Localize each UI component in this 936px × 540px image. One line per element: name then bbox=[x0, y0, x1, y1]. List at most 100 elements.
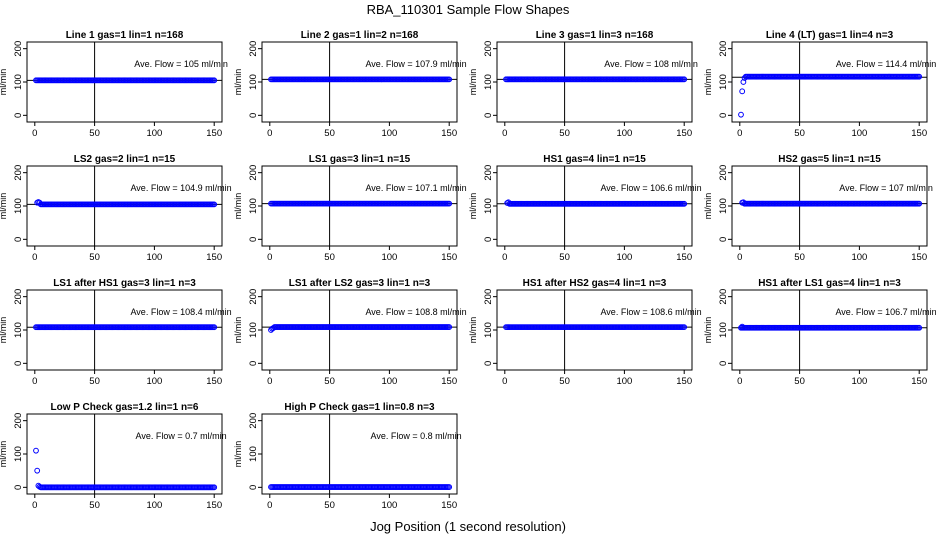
x-tick-label: 0 bbox=[32, 376, 37, 387]
y-tick-label: 200 bbox=[248, 289, 259, 305]
data-point bbox=[34, 467, 41, 474]
panel-title: HS1 after HS2 gas=4 lin=1 n=3 bbox=[523, 278, 667, 289]
data-point bbox=[681, 324, 688, 331]
x-tick-label: 50 bbox=[559, 376, 570, 387]
y-tick-label: 200 bbox=[718, 41, 729, 57]
panel-3: Line 3 gas=1 lin=3 n=168 Ave. Flow = 108 … bbox=[468, 30, 698, 139]
x-tick-label: 100 bbox=[381, 252, 397, 263]
x-tick-label: 50 bbox=[89, 376, 100, 387]
x-tick-label: 0 bbox=[267, 128, 272, 139]
y-tick-label: 0 bbox=[718, 361, 729, 366]
x-tick-label: 150 bbox=[441, 376, 457, 387]
y-tick-label: 200 bbox=[13, 413, 24, 429]
x-tick-label: 150 bbox=[911, 252, 927, 263]
average-flow-annotation: Ave. Flow = 105 ml/min bbox=[134, 59, 228, 69]
y-tick-label: 0 bbox=[13, 361, 24, 366]
data-point bbox=[211, 201, 218, 208]
y-tick-label: 200 bbox=[483, 165, 494, 181]
y-tick-label: 0 bbox=[483, 113, 494, 118]
x-tick-label: 50 bbox=[794, 128, 805, 139]
panel-title: High P Check gas=1 lin=0.8 n=3 bbox=[284, 402, 435, 413]
average-flow-annotation: Ave. Flow = 107.9 ml/min bbox=[365, 59, 466, 69]
y-tick-label: 100 bbox=[248, 198, 259, 214]
panel-7: HS1 gas=4 lin=1 n=15 Ave. Flow = 106.6 ml… bbox=[468, 154, 702, 263]
y-tick-label: 0 bbox=[13, 113, 24, 118]
x-tick-label: 0 bbox=[267, 376, 272, 387]
x-tick-label: 100 bbox=[851, 128, 867, 139]
x-tick-label: 100 bbox=[851, 252, 867, 263]
x-tick-label: 0 bbox=[502, 252, 507, 263]
panel-title: LS1 gas=3 lin=1 n=15 bbox=[309, 154, 411, 165]
average-flow-annotation: Ave. Flow = 106.7 ml/min bbox=[835, 307, 936, 317]
x-tick-label: 150 bbox=[206, 128, 222, 139]
x-tick-label: 150 bbox=[206, 500, 222, 511]
y-tick-label: 0 bbox=[483, 237, 494, 242]
panel-title: Line 3 gas=1 lin=3 n=168 bbox=[536, 30, 654, 41]
y-axis-label: ml/min bbox=[468, 317, 478, 344]
x-tick-label: 150 bbox=[206, 376, 222, 387]
panel-10: LS1 after LS2 gas=3 lin=1 n=3 Ave. Flow =… bbox=[233, 278, 467, 387]
y-tick-label: 0 bbox=[483, 361, 494, 366]
x-tick-label: 150 bbox=[441, 252, 457, 263]
x-tick-label: 150 bbox=[676, 128, 692, 139]
y-tick-label: 0 bbox=[13, 237, 24, 242]
y-axis-label: ml/min bbox=[703, 193, 713, 220]
y-tick-label: 200 bbox=[248, 41, 259, 57]
y-tick-label: 100 bbox=[13, 74, 24, 90]
panel-title: LS1 after HS1 gas=3 lin=1 n=3 bbox=[53, 278, 196, 289]
average-flow-annotation: Ave. Flow = 0.7 ml/min bbox=[135, 431, 226, 441]
x-tick-label: 0 bbox=[32, 252, 37, 263]
y-axis-label: ml/min bbox=[0, 69, 8, 96]
plot-frame bbox=[731, 41, 928, 123]
average-flow-annotation: Ave. Flow = 108.8 ml/min bbox=[365, 307, 466, 317]
y-tick-label: 0 bbox=[248, 113, 259, 118]
x-tick-label: 50 bbox=[794, 252, 805, 263]
x-tick-label: 0 bbox=[267, 252, 272, 263]
x-tick-label: 150 bbox=[911, 128, 927, 139]
panels-grid: Line 1 gas=1 lin=1 n=168 Ave. Flow = 105 … bbox=[0, 30, 936, 511]
panel-12: HS1 after LS1 gas=4 lin=1 n=3 Ave. Flow =… bbox=[703, 278, 936, 387]
y-tick-label: 200 bbox=[248, 165, 259, 181]
panel-title: HS1 gas=4 lin=1 n=15 bbox=[543, 154, 646, 165]
y-tick-label: 200 bbox=[483, 289, 494, 305]
x-tick-label: 100 bbox=[851, 376, 867, 387]
panel-6: LS1 gas=3 lin=1 n=15 Ave. Flow = 107.1 ml… bbox=[233, 154, 467, 263]
y-tick-label: 0 bbox=[248, 485, 259, 490]
data-point bbox=[446, 200, 453, 207]
panel-11: HS1 after HS2 gas=4 lin=1 n=3 Ave. Flow =… bbox=[468, 278, 702, 387]
data-point bbox=[446, 76, 453, 83]
x-tick-label: 50 bbox=[89, 500, 100, 511]
plot-frame bbox=[261, 289, 458, 371]
x-tick-label: 100 bbox=[146, 500, 162, 511]
average-flow-annotation: Ave. Flow = 108.6 ml/min bbox=[600, 307, 701, 317]
x-tick-label: 150 bbox=[676, 376, 692, 387]
panel-title: HS1 after LS1 gas=4 lin=1 n=3 bbox=[758, 278, 901, 289]
x-tick-label: 100 bbox=[381, 128, 397, 139]
y-axis-label: ml/min bbox=[233, 317, 243, 344]
x-tick-label: 100 bbox=[146, 128, 162, 139]
x-tick-label: 100 bbox=[146, 376, 162, 387]
y-tick-label: 200 bbox=[13, 289, 24, 305]
y-axis-label: ml/min bbox=[468, 69, 478, 96]
x-tick-label: 50 bbox=[89, 128, 100, 139]
x-tick-label: 100 bbox=[616, 376, 632, 387]
y-tick-label: 200 bbox=[483, 41, 494, 57]
y-axis-label: ml/min bbox=[0, 441, 8, 468]
average-flow-annotation: Ave. Flow = 108.4 ml/min bbox=[130, 307, 231, 317]
x-tick-label: 100 bbox=[381, 376, 397, 387]
x-tick-label: 0 bbox=[737, 376, 742, 387]
y-tick-label: 100 bbox=[718, 322, 729, 338]
y-tick-label: 100 bbox=[483, 322, 494, 338]
y-tick-label: 100 bbox=[248, 446, 259, 462]
panel-13: Low P Check gas=1.2 lin=1 n=6 Ave. Flow =… bbox=[0, 402, 227, 511]
x-tick-label: 100 bbox=[616, 252, 632, 263]
data-point bbox=[33, 447, 39, 454]
y-tick-label: 0 bbox=[248, 361, 259, 366]
average-flow-annotation: Ave. Flow = 114.4 ml/min bbox=[836, 59, 936, 69]
x-tick-label: 50 bbox=[324, 128, 335, 139]
y-axis-label: ml/min bbox=[703, 69, 713, 96]
panel-5: LS2 gas=2 lin=1 n=15 Ave. Flow = 104.9 ml… bbox=[0, 154, 232, 263]
panel-9: LS1 after HS1 gas=3 lin=1 n=3 Ave. Flow =… bbox=[0, 278, 232, 387]
data-point bbox=[211, 484, 218, 491]
y-tick-label: 200 bbox=[718, 289, 729, 305]
